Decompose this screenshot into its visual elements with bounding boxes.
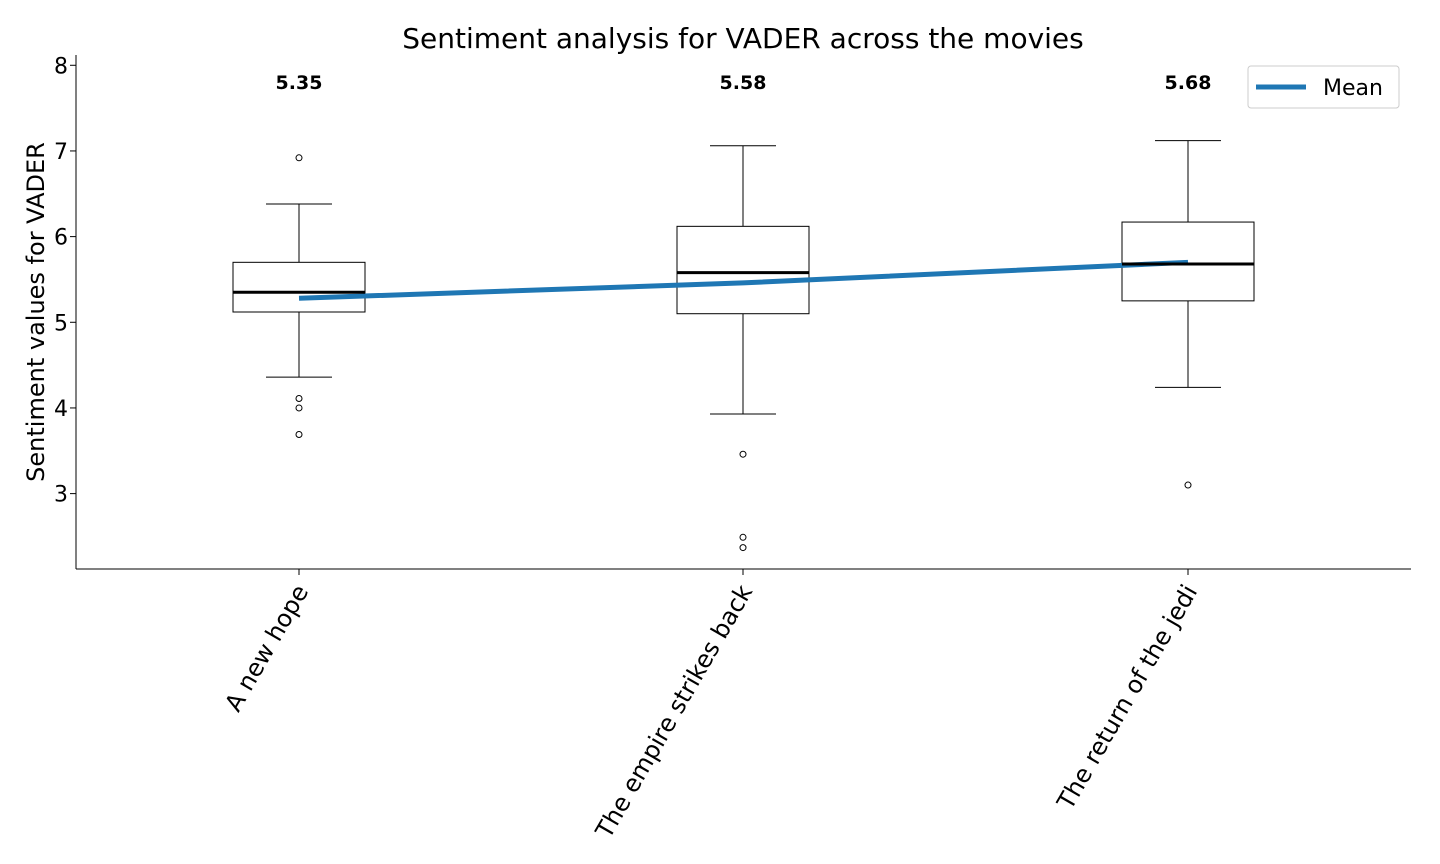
boxplots [232, 140, 1255, 552]
x-ticks: A new hope The empire strikes back The ret… [219, 569, 1203, 844]
x-tick-label: A new hope [219, 580, 314, 716]
outlier-point [295, 154, 303, 162]
chart-title: Sentiment analysis for VADER across the … [402, 22, 1084, 55]
box-iqr [232, 261, 366, 313]
legend-label-mean: Mean [1323, 76, 1383, 101]
legend-frame [1247, 65, 1400, 109]
median-value-label: 5.58 [720, 72, 767, 94]
median-value-label: 5.35 [276, 72, 323, 94]
y-tick-label: 8 [54, 54, 68, 79]
y-axis-label: Sentiment values for VADER [22, 142, 50, 482]
y-tick-label: 6 [54, 226, 68, 251]
outlier-point [739, 533, 747, 541]
outlier-point [295, 431, 303, 439]
boxplot [676, 145, 810, 552]
box-iqr [676, 225, 810, 315]
x-tick-label: The empire strikes back [590, 580, 759, 844]
mean-series [233, 259, 1254, 301]
outlier-point [1184, 481, 1192, 489]
box-iqr [1121, 221, 1255, 302]
median-value-label: 5.68 [1165, 72, 1212, 94]
y-ticks: 3 4 5 6 7 8 [54, 54, 76, 508]
y-tick-label: 7 [54, 140, 68, 165]
y-tick-label: 3 [54, 483, 68, 508]
y-tick-label: 4 [54, 397, 68, 422]
outlier-point [295, 395, 303, 403]
boxplot [1121, 140, 1255, 489]
outlier-point [739, 544, 747, 552]
x-tick-label: The return of the jedi [1051, 580, 1203, 815]
outlier-point [739, 450, 747, 458]
median-labels: 5.35 5.58 5.68 [276, 72, 1212, 94]
y-tick-label: 5 [54, 311, 68, 336]
boxplot [232, 154, 366, 439]
outlier-point [295, 404, 303, 412]
legend: Mean [1247, 65, 1400, 109]
mean-line [298, 259, 1189, 301]
